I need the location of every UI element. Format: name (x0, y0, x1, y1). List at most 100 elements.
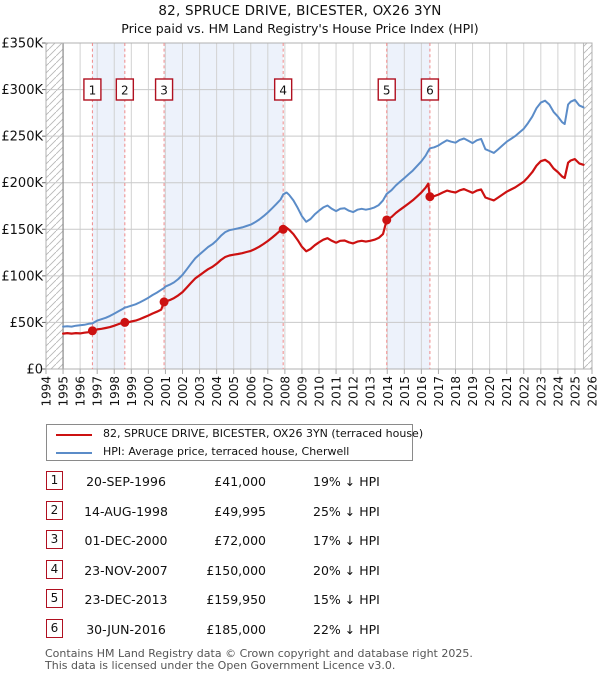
sale-number-box (377, 78, 396, 101)
sale-number-box (115, 78, 135, 101)
x-axis-label: 2021 (500, 376, 514, 407)
chart-legend: 82, SPRUCE DRIVE, BICESTER, OX26 3YN (te… (46, 424, 423, 461)
sale-number-badge: 5 (46, 589, 63, 608)
table-row: 3 01-DEC-2000 £72,000 17% ↓ HPI (0, 527, 600, 557)
sale-number-badge: 6 (46, 618, 63, 638)
x-axis-label: 2023 (534, 376, 548, 407)
table-row: 5 23-DEC-2013 £159,950 15% ↓ HPI (0, 586, 600, 616)
sale-marker (382, 215, 392, 225)
table-row: 2 14-AUG-1998 £49,995 25% ↓ HPI (0, 498, 600, 528)
y-axis-label: £150K (1, 223, 43, 238)
sale-vs-hpi: 22% ↓ HPI (313, 621, 380, 637)
sale-date: 30-JUN-2016 (86, 621, 166, 637)
x-axis-label: 1994 (40, 376, 54, 407)
sale-date: 23-DEC-2013 (84, 592, 168, 607)
sale-number-label: 4 (279, 84, 287, 98)
x-axis-label: 2015 (398, 376, 412, 407)
sales-table: 1 20-SEP-1996 £41,000 19% ↓ HPI 2 14-AUG-1998… (0, 468, 600, 645)
x-axis-label: 2026 (586, 376, 600, 407)
sale-price: £72,000 (214, 533, 266, 548)
sale-number-box (83, 78, 102, 101)
y-axis-label: £250K (1, 130, 43, 145)
x-axis-label: 2020 (483, 376, 497, 407)
table-row: 6 30-JUN-2016 £185,000 22% ↓ HPI (0, 616, 600, 646)
x-axis-label: 2002 (176, 376, 190, 407)
y-axis-label: £350K (1, 37, 43, 52)
x-axis-label: 1997 (91, 376, 105, 407)
x-axis-label: 1996 (74, 376, 88, 407)
x-axis-label: 2000 (142, 376, 156, 407)
sale-vs-hpi: 20% ↓ HPI (313, 562, 380, 578)
sale-vs-hpi: 25% ↓ HPI (313, 503, 380, 519)
sale-date: 01-DEC-2000 (84, 533, 168, 548)
price-chart: 1994 1995 1996 1997 1998 1999 2000 2001 2002 2003… (1, 37, 600, 407)
x-axis-label: 2008 (278, 376, 292, 407)
sale-date: 23-NOV-2007 (84, 562, 168, 578)
x-axis-label: 2007 (261, 376, 275, 407)
sale-price: £159,950 (206, 592, 266, 607)
x-axis-label: 2005 (227, 376, 241, 407)
x-axis-label: 2014 (381, 376, 395, 407)
sale-number-badge: 4 (46, 559, 63, 579)
sale-price: £185,000 (206, 621, 266, 637)
plot-border (45, 42, 593, 370)
x-axis-label: 2025 (568, 376, 582, 407)
x-axis-label: 2004 (210, 376, 224, 407)
sale-number-box (420, 78, 440, 101)
y-axis-label: £0 (26, 363, 43, 378)
x-axis-label: 2017 (432, 376, 446, 407)
sale-number-label: 6 (426, 84, 434, 98)
sale-vs-hpi: 19% ↓ HPI (313, 474, 380, 489)
x-axis-label: 2010 (313, 376, 327, 407)
sale-number-label: 1 (89, 84, 97, 98)
sale-number-label: 5 (383, 84, 391, 98)
x-axis-label: 2006 (244, 376, 258, 407)
sale-number-label: 2 (121, 84, 129, 98)
sale-marker (120, 317, 130, 327)
sale-marker (159, 297, 169, 307)
y-axis-label: £300K (1, 83, 43, 98)
y-axis-label: £200K (1, 176, 43, 191)
no-data-hatch (583, 43, 592, 369)
x-axis-label: 1999 (125, 376, 139, 407)
x-axis-label: 1998 (108, 376, 122, 407)
hpi-line-sample-icon (56, 452, 92, 454)
x-axis-label: 2009 (295, 376, 309, 407)
x-axis-label: 2013 (364, 376, 378, 407)
sale-number-badge: 1 (46, 471, 63, 490)
x-axis-label: 2018 (449, 376, 463, 407)
footer-line-2: This data is licensed under the Open Gov… (45, 658, 396, 672)
table-row: 4 23-NOV-2007 £150,000 20% ↓ HPI (0, 557, 600, 587)
x-axis-label: 2019 (466, 376, 480, 407)
page-subtitle: Price paid vs. HM Land Registry's House … (121, 21, 479, 36)
legend-item-price: 82, SPRUCE DRIVE, BICESTER, OX26 3YN (te… (47, 425, 423, 443)
x-axis-label: 2012 (347, 376, 361, 407)
legend-item-hpi: HPI: Average price, terraced house, Cher… (47, 443, 412, 461)
sale-marker (425, 192, 435, 202)
x-axis-label: 2024 (551, 376, 565, 407)
sale-vs-hpi: 17% ↓ HPI (313, 533, 380, 548)
legend-label-hpi: HPI: Average price, terraced house, Cher… (103, 445, 350, 458)
sale-price: £49,995 (214, 503, 266, 519)
sale-number-badge: 3 (46, 530, 63, 549)
no-data-hatch (46, 43, 64, 369)
y-axis-label: £100K (1, 269, 43, 284)
table-row: 1 20-SEP-1996 £41,000 19% ↓ HPI (0, 468, 600, 498)
x-axis-label: 2011 (330, 376, 344, 407)
sale-number-box (154, 78, 174, 101)
sale-vs-hpi: 15% ↓ HPI (313, 592, 380, 607)
sale-date: 14-AUG-1998 (84, 503, 168, 519)
x-axis-label: 2001 (159, 376, 173, 407)
x-axis-label: 2022 (517, 376, 531, 407)
price-line (61, 158, 585, 335)
sale-marker (278, 224, 288, 234)
sale-price: £41,000 (214, 474, 266, 489)
hpi-line (62, 98, 585, 328)
ownership-band (164, 43, 284, 369)
sale-number-box (273, 78, 293, 101)
sale-date: 20-SEP-1996 (86, 474, 166, 489)
copyright-footer: Contains HM Land Registry data © Crown c… (45, 648, 585, 671)
sale-number-label: 3 (160, 84, 168, 98)
x-axis-label: 1995 (57, 376, 71, 407)
price-line-sample-icon (56, 434, 92, 436)
